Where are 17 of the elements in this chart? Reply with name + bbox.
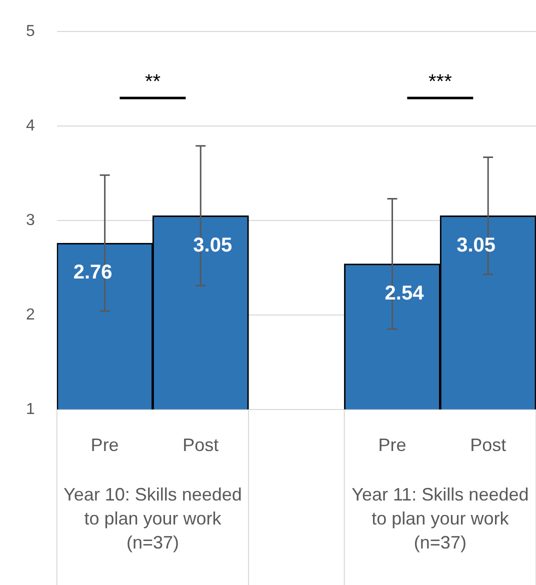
y-tick-label: 5 (26, 23, 35, 40)
data-label: 2.76 (73, 262, 112, 284)
y-tick-label: 2 (26, 306, 35, 324)
annotation: ** (144, 71, 161, 93)
data-label: 3.05 (456, 234, 496, 256)
x-tick-label: Post (470, 435, 506, 456)
x-tick-label: Post (182, 435, 219, 456)
text: Year 11: Skills needed to plan your work (n=37) (352, 484, 529, 552)
x-tick-label: Pre (90, 435, 119, 456)
data-label: 3.05 (193, 234, 232, 256)
annotation: *** (428, 71, 452, 93)
x-tick-label: Pre (378, 435, 406, 456)
y-tick-label: 4 (26, 117, 35, 134)
data-label: 2.54 (384, 282, 425, 304)
text: Year 10: Skills needed to plan your work (n=37) (63, 484, 242, 552)
y-tick-label: 1 (26, 400, 35, 418)
y-tick-label: 3 (26, 212, 35, 229)
